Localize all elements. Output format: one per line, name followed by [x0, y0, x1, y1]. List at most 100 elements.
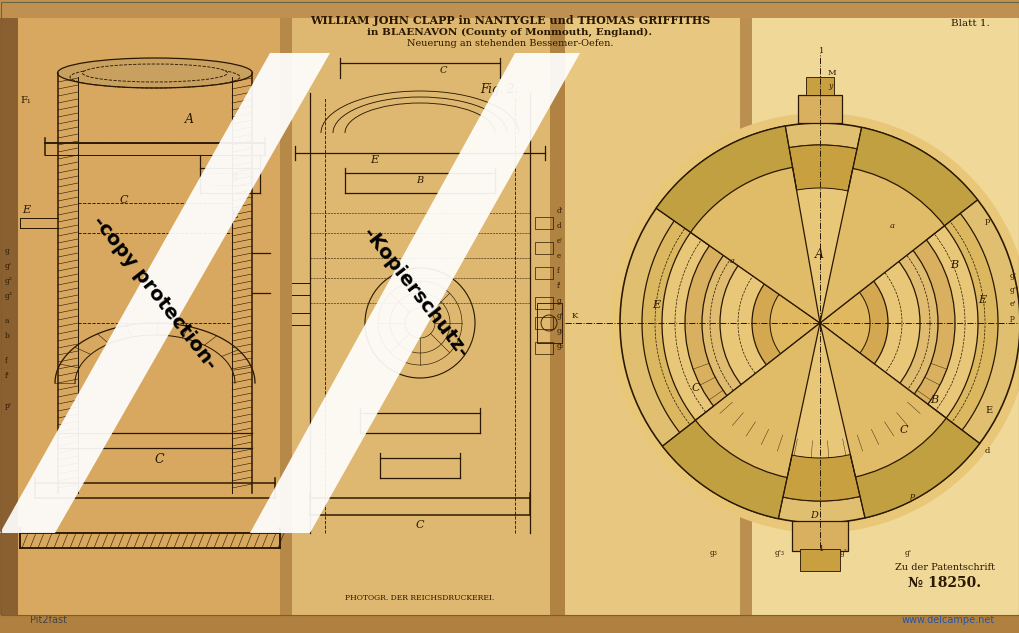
Text: E: E	[977, 295, 985, 305]
Text: 1: 1	[818, 47, 824, 55]
Wedge shape	[819, 323, 979, 518]
Text: g': g'	[1009, 272, 1016, 280]
Text: C: C	[691, 383, 700, 393]
Wedge shape	[819, 127, 976, 323]
Text: g': g'	[5, 262, 12, 270]
Circle shape	[751, 255, 888, 391]
Bar	[797, 95, 841, 123]
Text: f': f'	[556, 282, 560, 290]
Text: g₂: g₂	[556, 342, 564, 350]
Text: g₃: g₃	[709, 549, 717, 557]
Text: C: C	[120, 195, 128, 205]
Polygon shape	[250, 53, 580, 533]
Wedge shape	[819, 168, 944, 323]
Text: f': f'	[5, 372, 10, 380]
Wedge shape	[819, 323, 946, 477]
Text: d: d	[984, 447, 989, 455]
Circle shape	[661, 165, 977, 481]
Text: g'₃: g'₃	[774, 549, 785, 557]
Wedge shape	[695, 323, 819, 477]
Ellipse shape	[57, 58, 253, 88]
Wedge shape	[655, 126, 819, 323]
Text: b: b	[5, 332, 10, 340]
Polygon shape	[0, 53, 330, 533]
Text: A: A	[814, 248, 823, 261]
Text: E: E	[22, 205, 31, 215]
Circle shape	[719, 223, 919, 423]
Text: B: B	[929, 395, 937, 405]
Text: E: E	[370, 155, 378, 165]
Text: g³: g³	[5, 292, 13, 300]
Circle shape	[769, 273, 869, 373]
Text: F₁: F₁	[20, 96, 31, 105]
Circle shape	[620, 123, 1019, 523]
Text: g²: g²	[840, 549, 847, 557]
Bar	[799, 549, 840, 571]
Wedge shape	[731, 323, 908, 501]
Bar	[280, 0, 291, 633]
Wedge shape	[661, 323, 819, 518]
Text: e: e	[556, 252, 560, 260]
Bar	[291, 0, 549, 633]
Ellipse shape	[83, 64, 227, 82]
Text: p: p	[909, 492, 914, 500]
Text: Pit2fast: Pit2fast	[30, 615, 67, 625]
Text: C: C	[155, 453, 164, 466]
Text: g₁: g₁	[556, 327, 564, 335]
Text: g: g	[556, 297, 560, 305]
Text: y: y	[827, 82, 832, 90]
Bar	[0, 0, 18, 633]
Text: WILLIAM JOHN CLAPP in NANTYGLE und THOMAS GRIFFITHS: WILLIAM JOHN CLAPP in NANTYGLE und THOMA…	[310, 15, 709, 25]
Text: E: E	[229, 210, 237, 220]
Text: -copy protection-: -copy protection-	[90, 213, 220, 373]
Bar	[565, 0, 739, 633]
Text: B: B	[416, 176, 423, 185]
Bar	[18, 0, 280, 633]
Bar	[535, 242, 552, 254]
Bar	[549, 0, 565, 633]
Circle shape	[701, 205, 937, 441]
Text: C: C	[899, 425, 908, 435]
Text: f: f	[5, 357, 8, 365]
Bar	[535, 342, 552, 354]
Bar	[535, 267, 552, 279]
Text: e': e'	[556, 237, 562, 245]
Bar	[535, 317, 552, 329]
Text: a: a	[890, 222, 894, 230]
Text: K: K	[572, 312, 578, 320]
Bar	[805, 77, 834, 95]
Text: B: B	[949, 260, 957, 270]
Text: E: E	[651, 300, 659, 310]
Text: g': g'	[556, 312, 562, 320]
Text: f: f	[556, 267, 559, 275]
Text: g'': g''	[1009, 286, 1018, 294]
Text: a: a	[730, 257, 735, 265]
Wedge shape	[752, 188, 887, 323]
Text: a: a	[5, 317, 9, 325]
Text: A: A	[184, 113, 194, 126]
Text: www.delcampe.net: www.delcampe.net	[901, 615, 994, 625]
Text: B: B	[229, 174, 236, 183]
Text: C: C	[439, 66, 447, 75]
Wedge shape	[690, 167, 819, 323]
Text: 1: 1	[818, 545, 824, 553]
Text: № 18250.: № 18250.	[908, 576, 980, 590]
Text: Zu der Patentschrift: Zu der Patentschrift	[894, 563, 994, 572]
Text: g: g	[5, 247, 10, 255]
Wedge shape	[731, 145, 908, 323]
Text: g²: g²	[5, 277, 13, 285]
Circle shape	[685, 188, 954, 458]
Text: C: C	[416, 520, 424, 530]
Text: PHOTOGR. DER REICHSDRUCKEREI.: PHOTOGR. DER REICHSDRUCKEREI.	[345, 594, 494, 602]
Bar	[0, 615, 1019, 633]
Circle shape	[641, 145, 997, 501]
Text: Blatt 1.: Blatt 1.	[951, 18, 989, 27]
Text: M: M	[827, 69, 836, 77]
Text: p': p'	[5, 402, 12, 410]
Text: Fig. 2.: Fig. 2.	[480, 83, 518, 96]
Bar	[535, 297, 552, 309]
Text: D: D	[809, 511, 817, 520]
Text: E: E	[984, 406, 991, 415]
Text: Neuerung an stehenden Bessemer-Oefen.: Neuerung an stehenden Bessemer-Oefen.	[407, 39, 612, 47]
Circle shape	[609, 113, 1019, 533]
